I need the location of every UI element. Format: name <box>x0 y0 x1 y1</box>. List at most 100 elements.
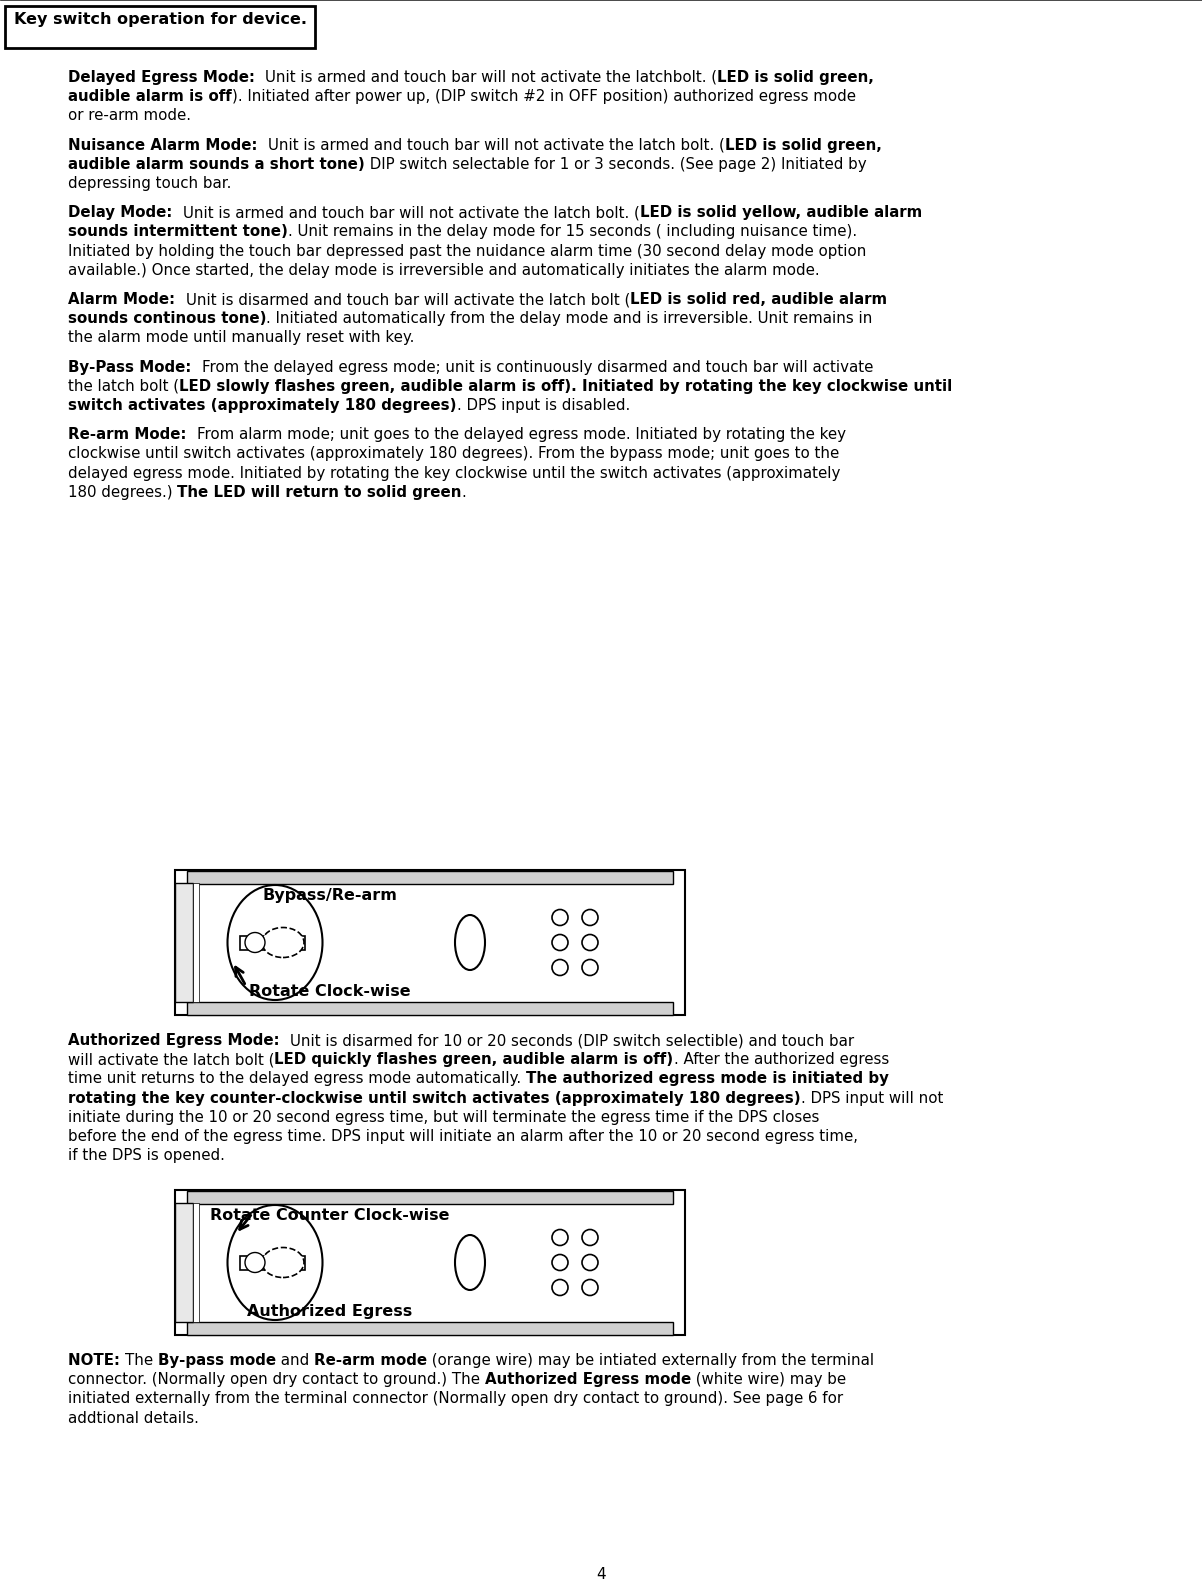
Bar <box>194 884 200 1002</box>
Circle shape <box>582 1279 599 1295</box>
Text: . DPS input will not: . DPS input will not <box>801 1091 944 1105</box>
Text: LED is solid green,: LED is solid green, <box>725 138 881 153</box>
Ellipse shape <box>227 1205 322 1320</box>
Text: 4: 4 <box>596 1567 606 1581</box>
Text: The authorized egress mode is initiated by: The authorized egress mode is initiated … <box>526 1072 888 1086</box>
Text: Initiated by holding the touch bar depressed past the nuidance alarm time (30 se: Initiated by holding the touch bar depre… <box>69 243 867 259</box>
Text: ). Initiated after power up, (DIP switch #2 in OFF position) authorized egress m: ). Initiated after power up, (DIP switch… <box>232 89 856 104</box>
Text: rotating the key counter-clockwise until switch activates (approximately 180 deg: rotating the key counter-clockwise until… <box>69 1091 801 1105</box>
Text: By-pass mode: By-pass mode <box>157 1353 276 1368</box>
Text: .: . <box>462 485 466 500</box>
Text: LED is solid green,: LED is solid green, <box>718 70 874 85</box>
Text: . Unit remains in the delay mode for 15 seconds ( including nuisance time).: . Unit remains in the delay mode for 15 … <box>287 225 857 239</box>
Bar <box>175 884 194 1002</box>
Text: . DPS input is disabled.: . DPS input is disabled. <box>457 398 630 413</box>
Circle shape <box>582 909 599 925</box>
Text: Delay Mode:: Delay Mode: <box>69 206 183 220</box>
Text: Unit is disarmed for 10 or 20 seconds (DIP switch selectible) and touch bar: Unit is disarmed for 10 or 20 seconds (D… <box>290 1032 855 1048</box>
Text: Unit is armed and touch bar will not activate the latch bolt. (: Unit is armed and touch bar will not act… <box>268 138 725 153</box>
Text: initiate during the 10 or 20 second egress time, but will terminate the egress t: initiate during the 10 or 20 second egre… <box>69 1110 820 1124</box>
Text: Authorized Egress Mode:: Authorized Egress Mode: <box>69 1032 290 1048</box>
Text: addtional details.: addtional details. <box>69 1410 198 1426</box>
Bar <box>188 1002 673 1015</box>
Text: Unit is disarmed and touch bar will activate the latch bolt (: Unit is disarmed and touch bar will acti… <box>185 292 630 307</box>
Bar <box>240 936 305 950</box>
Circle shape <box>552 934 569 950</box>
Text: 180 degrees.): 180 degrees.) <box>69 485 178 500</box>
Bar <box>188 871 673 884</box>
Text: time unit returns to the delayed egress mode automatically.: time unit returns to the delayed egress … <box>69 1072 526 1086</box>
Text: if the DPS is opened.: if the DPS is opened. <box>69 1148 225 1164</box>
Text: depressing touch bar.: depressing touch bar. <box>69 175 231 191</box>
Bar <box>188 1190 673 1205</box>
Text: By-Pass Mode:: By-Pass Mode: <box>69 359 202 375</box>
Circle shape <box>552 1254 569 1271</box>
Circle shape <box>552 909 569 925</box>
Text: Nuisance Alarm Mode:: Nuisance Alarm Mode: <box>69 138 268 153</box>
Circle shape <box>552 1279 569 1295</box>
Circle shape <box>552 960 569 975</box>
Text: . After the authorized egress: . After the authorized egress <box>673 1053 888 1067</box>
Ellipse shape <box>262 1247 304 1277</box>
Text: The: The <box>125 1353 157 1368</box>
Text: Rotate Counter Clock-wise: Rotate Counter Clock-wise <box>210 1208 450 1224</box>
Text: and: and <box>276 1353 314 1368</box>
Text: Unit is armed and touch bar will not activate the latch bolt. (: Unit is armed and touch bar will not act… <box>183 206 639 220</box>
Text: available.) Once started, the delay mode is irreversible and automatically initi: available.) Once started, the delay mode… <box>69 262 820 278</box>
Text: Alarm Mode:: Alarm Mode: <box>69 292 185 307</box>
Text: Key switch operation for device.: Key switch operation for device. <box>14 13 307 27</box>
Text: Unit is armed and touch bar will not activate the latchbolt. (: Unit is armed and touch bar will not act… <box>266 70 718 85</box>
Text: LED is solid yellow, audible alarm: LED is solid yellow, audible alarm <box>639 206 922 220</box>
Text: LED quickly flashes green, audible alarm is off): LED quickly flashes green, audible alarm… <box>274 1053 673 1067</box>
Text: will activate the latch bolt (: will activate the latch bolt ( <box>69 1053 274 1067</box>
Circle shape <box>582 1254 599 1271</box>
Text: audible alarm sounds a short tone): audible alarm sounds a short tone) <box>69 157 364 172</box>
Text: Bypass/Re-arm: Bypass/Re-arm <box>262 889 398 903</box>
Text: Re-arm Mode:: Re-arm Mode: <box>69 427 197 443</box>
Text: sounds continous tone): sounds continous tone) <box>69 311 267 326</box>
Circle shape <box>582 960 599 975</box>
Text: Delayed Egress Mode:: Delayed Egress Mode: <box>69 70 266 85</box>
Text: delayed egress mode. Initiated by rotating the key clockwise until the switch ac: delayed egress mode. Initiated by rotati… <box>69 465 840 481</box>
Text: switch activates (approximately 180 degrees): switch activates (approximately 180 degr… <box>69 398 457 413</box>
Text: initiated externally from the terminal connector (Normally open dry contact to g: initiated externally from the terminal c… <box>69 1391 843 1407</box>
Text: Rotate Clock-wise: Rotate Clock-wise <box>249 983 411 999</box>
Text: The LED will return to solid green: The LED will return to solid green <box>178 485 462 500</box>
Bar <box>188 1322 673 1334</box>
Bar <box>175 1190 685 1334</box>
Text: (orange wire) may be intiated externally from the terminal: (orange wire) may be intiated externally… <box>427 1353 874 1368</box>
Bar <box>240 1255 305 1270</box>
Text: (white wire) may be: (white wire) may be <box>691 1372 846 1387</box>
Text: Authorized Egress: Authorized Egress <box>248 1304 412 1319</box>
Circle shape <box>582 1230 599 1246</box>
Bar <box>5 6 315 47</box>
Text: DIP switch selectable for 1 or 3 seconds. (See page 2) Initiated by: DIP switch selectable for 1 or 3 seconds… <box>364 157 867 172</box>
Circle shape <box>582 934 599 950</box>
Circle shape <box>245 1252 264 1273</box>
Text: the alarm mode until manually reset with key.: the alarm mode until manually reset with… <box>69 330 415 345</box>
Text: LED is solid red, audible alarm: LED is solid red, audible alarm <box>630 292 887 307</box>
Bar <box>175 1203 194 1322</box>
Text: audible alarm is off: audible alarm is off <box>69 89 232 104</box>
Ellipse shape <box>456 915 484 971</box>
Text: clockwise until switch activates (approximately 180 degrees). From the bypass mo: clockwise until switch activates (approx… <box>69 446 839 462</box>
Circle shape <box>552 1230 569 1246</box>
Text: the latch bolt (: the latch bolt ( <box>69 379 179 394</box>
Text: LED slowly flashes green, audible alarm is off). Initiated by rotating the key c: LED slowly flashes green, audible alarm … <box>179 379 952 394</box>
Text: . Initiated automatically from the delay mode and is irreversible. Unit remains : . Initiated automatically from the delay… <box>267 311 873 326</box>
Text: From alarm mode; unit goes to the delayed egress mode. Initiated by rotating the: From alarm mode; unit goes to the delaye… <box>197 427 846 443</box>
Text: Authorized Egress mode: Authorized Egress mode <box>484 1372 691 1387</box>
Text: From the delayed egress mode; unit is continuously disarmed and touch bar will a: From the delayed egress mode; unit is co… <box>202 359 873 375</box>
Circle shape <box>245 933 264 952</box>
Text: sounds intermittent tone): sounds intermittent tone) <box>69 225 287 239</box>
Text: connector. (Normally open dry contact to ground.) The: connector. (Normally open dry contact to… <box>69 1372 484 1387</box>
Bar <box>194 1203 200 1322</box>
Text: Re-arm mode: Re-arm mode <box>314 1353 427 1368</box>
Ellipse shape <box>227 885 322 1001</box>
Text: before the end of the egress time. DPS input will initiate an alarm after the 10: before the end of the egress time. DPS i… <box>69 1129 858 1145</box>
Text: or re-arm mode.: or re-arm mode. <box>69 109 191 123</box>
Text: NOTE:: NOTE: <box>69 1353 125 1368</box>
Bar <box>175 870 685 1015</box>
Ellipse shape <box>456 1235 484 1290</box>
Ellipse shape <box>262 928 304 958</box>
